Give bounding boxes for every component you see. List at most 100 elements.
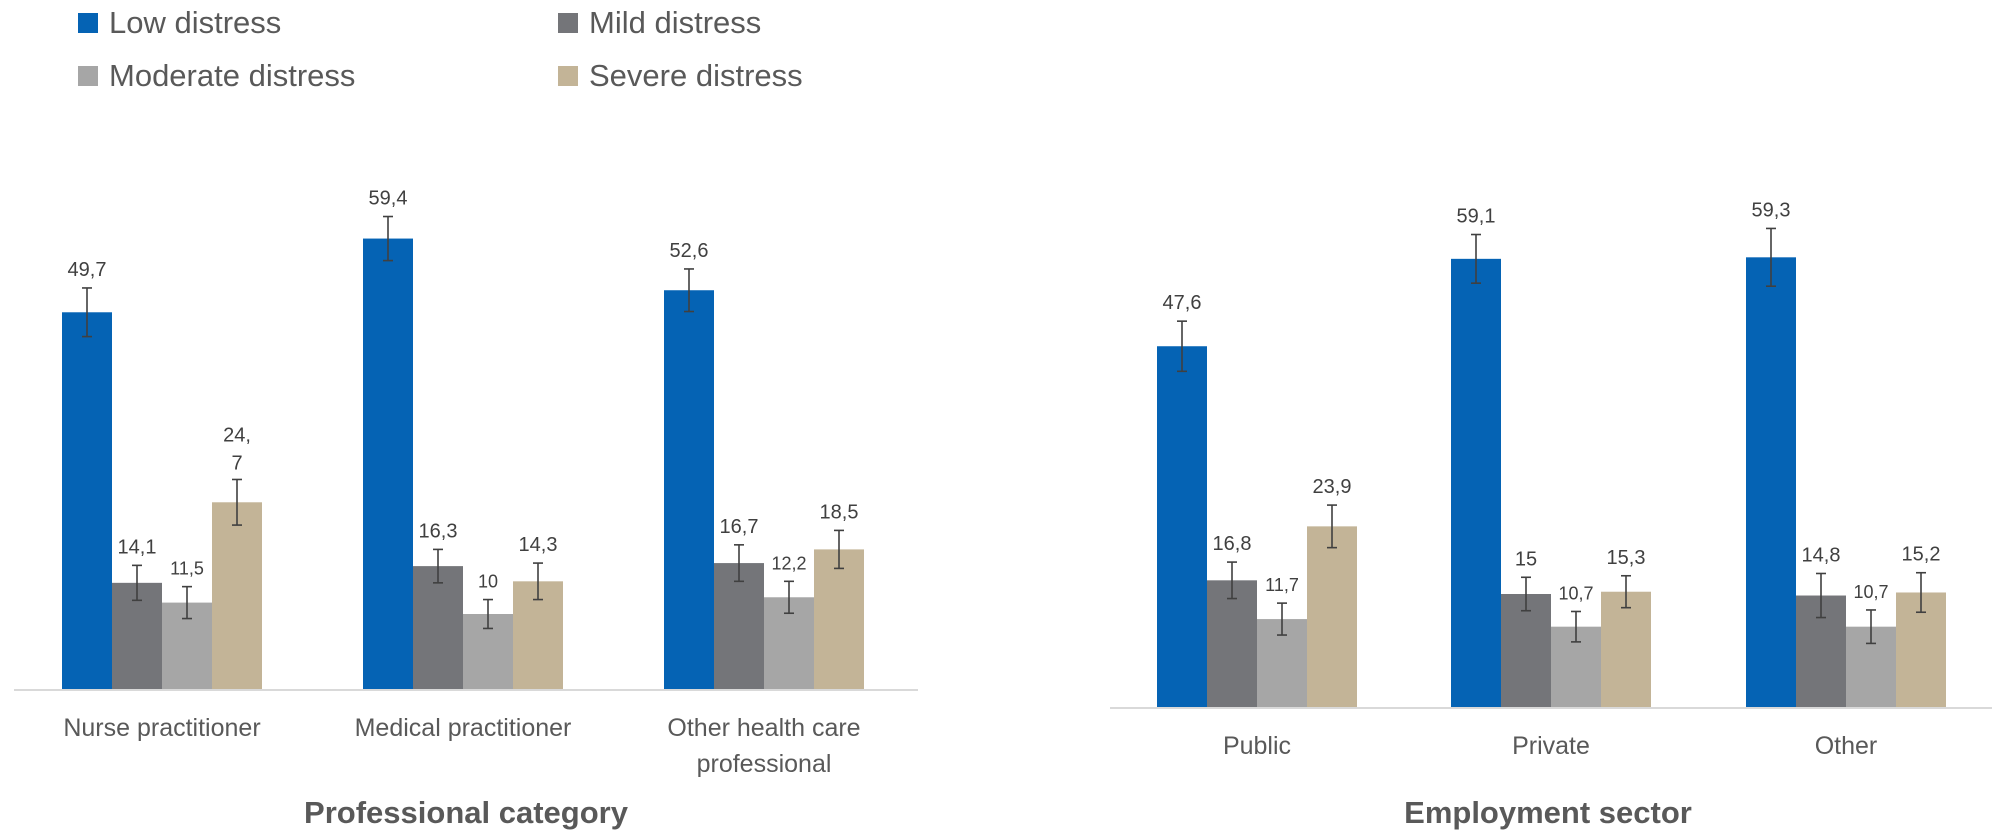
category-label-line: Other bbox=[1815, 732, 1878, 760]
data-label-line: 59,1 bbox=[1457, 206, 1496, 228]
data-label-private-mild-distress: 15 bbox=[1515, 548, 1537, 570]
error-bar-other-health-care-professional-moderate-distress bbox=[784, 580, 794, 615]
data-label-private-moderate-distress: 10,7 bbox=[1558, 583, 1593, 603]
error-bar-private-moderate-distress bbox=[1571, 610, 1581, 643]
error-bar-nurse-practitioner-severe-distress bbox=[232, 478, 242, 526]
error-bar-private-mild-distress bbox=[1521, 576, 1531, 612]
data-label-other-health-care-professional-low-distress: 52,6 bbox=[670, 240, 709, 262]
data-label-nurse-practitioner-moderate-distress: 11,5 bbox=[170, 559, 204, 579]
error-bar-public-moderate-distress bbox=[1277, 602, 1287, 636]
error-bar-medical-practitioner-mild-distress bbox=[433, 548, 443, 584]
data-label-private-severe-distress: 15,3 bbox=[1607, 547, 1646, 569]
bar-public-mild-distress bbox=[1207, 580, 1257, 708]
bar-other-health-care-professional-severe-distress bbox=[814, 549, 864, 690]
data-label-line: 12,2 bbox=[771, 553, 806, 573]
error-bar-private-low-distress bbox=[1471, 233, 1481, 284]
data-label-line: 14,8 bbox=[1802, 544, 1841, 566]
category-label-line: Other health care bbox=[667, 714, 860, 742]
error-bar-private-severe-distress bbox=[1621, 574, 1631, 609]
data-label-other-mild-distress: 14,8 bbox=[1802, 544, 1841, 566]
bar-other-health-care-professional-mild-distress bbox=[714, 563, 764, 690]
legend: Low distress Mild distress Moderate distre… bbox=[78, 5, 803, 93]
category-label-public: Public bbox=[1223, 732, 1291, 760]
bar-nurse-practitioner-low-distress bbox=[62, 312, 112, 690]
data-label-other-severe-distress: 15,2 bbox=[1902, 544, 1941, 566]
legend-swatch-moderate-distress bbox=[78, 66, 98, 86]
category-label-nurse-practitioner: Nurse practitioner bbox=[63, 714, 260, 742]
legend-label-severe-distress: Severe distress bbox=[589, 58, 803, 93]
category-label-line: professional bbox=[697, 750, 832, 778]
data-label-line: 16,8 bbox=[1213, 533, 1252, 555]
data-label-public-severe-distress: 23,9 bbox=[1313, 476, 1352, 498]
data-label-line: 14,1 bbox=[118, 536, 157, 558]
error-bar-other-low-distress bbox=[1766, 227, 1776, 288]
data-label-line: 11,7 bbox=[1265, 575, 1299, 595]
legend-label-moderate-distress: Moderate distress bbox=[109, 58, 355, 93]
bar-other-health-care-professional-low-distress bbox=[664, 290, 714, 690]
data-label-line: 15,3 bbox=[1607, 547, 1646, 569]
error-bar-other-mild-distress bbox=[1816, 572, 1826, 619]
data-label-nurse-practitioner-severe-distress: 24, 7 bbox=[223, 424, 251, 474]
data-label-other-moderate-distress: 10,7 bbox=[1853, 582, 1888, 602]
data-label-line: 59,4 bbox=[369, 188, 408, 210]
data-label-line: 23,9 bbox=[1313, 476, 1352, 498]
legend-label-mild-distress: Mild distress bbox=[589, 5, 761, 40]
category-label-other-health-care-professional: Other health care professional bbox=[667, 714, 860, 778]
data-label-line: 10 bbox=[478, 572, 498, 592]
error-bar-nurse-practitioner-mild-distress bbox=[132, 564, 142, 602]
data-label-medical-practitioner-low-distress: 59,4 bbox=[369, 188, 408, 210]
error-bar-public-low-distress bbox=[1177, 320, 1187, 373]
data-label-public-mild-distress: 16,8 bbox=[1213, 533, 1252, 555]
category-label-line: Private bbox=[1512, 732, 1590, 760]
bar-private-low-distress bbox=[1451, 258, 1501, 708]
error-bar-nurse-practitioner-moderate-distress bbox=[182, 585, 192, 620]
data-label-line: 14,3 bbox=[519, 534, 558, 556]
bar-private-severe-distress bbox=[1601, 591, 1651, 708]
error-bar-other-health-care-professional-low-distress bbox=[684, 268, 694, 313]
data-label-private-low-distress: 59,1 bbox=[1457, 206, 1496, 228]
category-label-line: Nurse practitioner bbox=[63, 714, 260, 742]
data-label-nurse-practitioner-low-distress: 49,7 bbox=[68, 259, 107, 281]
data-label-line: 52,6 bbox=[670, 240, 709, 262]
error-bar-other-health-care-professional-mild-distress bbox=[734, 544, 744, 583]
error-bar-medical-practitioner-low-distress bbox=[383, 215, 393, 262]
error-bar-other-moderate-distress bbox=[1866, 609, 1876, 645]
data-label-other-low-distress: 59,3 bbox=[1752, 199, 1791, 221]
error-bar-other-severe-distress bbox=[1916, 571, 1926, 614]
data-label-line: 24, bbox=[223, 424, 251, 446]
legend-label-low-distress: Low distress bbox=[109, 5, 281, 40]
bar-public-low-distress bbox=[1157, 346, 1207, 708]
category-label-medical-practitioner: Medical practitioner bbox=[355, 714, 572, 742]
data-label-medical-practitioner-moderate-distress: 10 bbox=[478, 572, 498, 592]
data-label-line: 16,7 bbox=[720, 516, 759, 538]
bar-nurse-practitioner-severe-distress bbox=[212, 502, 262, 690]
data-label-line: 59,3 bbox=[1752, 199, 1791, 221]
error-bar-nurse-practitioner-low-distress bbox=[82, 287, 92, 338]
x-axis-title: Employment sector bbox=[1404, 795, 1692, 830]
data-label-line: 10,7 bbox=[1853, 582, 1888, 602]
x-axis-title: Professional category bbox=[304, 795, 629, 830]
bar-medical-practitioner-mild-distress bbox=[413, 566, 463, 690]
category-label-line: Medical practitioner bbox=[355, 714, 572, 742]
chart-professional-category: 49,7 59,4 52,6 14,1 16,3 16,7 11,5 10 12,2 24, 7 14… bbox=[14, 188, 918, 830]
chart-employment-sector: 47,6 59,1 59,3 16,8 15 14,8 11,7 10,7 10,7 23,9 15… bbox=[1110, 199, 1992, 830]
legend-swatch-low-distress bbox=[78, 13, 98, 33]
bar-private-mild-distress bbox=[1501, 594, 1551, 708]
bar-other-low-distress bbox=[1746, 257, 1796, 708]
data-label-public-low-distress: 47,6 bbox=[1163, 292, 1202, 314]
category-label-private: Private bbox=[1512, 732, 1590, 760]
data-label-medical-practitioner-mild-distress: 16,3 bbox=[419, 520, 458, 542]
data-label-other-health-care-professional-severe-distress: 18,5 bbox=[820, 501, 859, 523]
data-label-medical-practitioner-severe-distress: 14,3 bbox=[519, 534, 558, 556]
data-label-line: 15 bbox=[1515, 548, 1537, 570]
data-label-line: 15,2 bbox=[1902, 544, 1941, 566]
error-bar-medical-practitioner-severe-distress bbox=[533, 562, 543, 601]
data-label-nurse-practitioner-mild-distress: 14,1 bbox=[118, 536, 157, 558]
data-label-line: 10,7 bbox=[1558, 583, 1593, 603]
data-label-line: 11,5 bbox=[170, 559, 204, 579]
legend-swatch-severe-distress bbox=[558, 66, 578, 86]
error-bar-public-mild-distress bbox=[1227, 561, 1237, 600]
error-bar-other-health-care-professional-severe-distress bbox=[834, 529, 844, 570]
data-label-line: 47,6 bbox=[1163, 292, 1202, 314]
